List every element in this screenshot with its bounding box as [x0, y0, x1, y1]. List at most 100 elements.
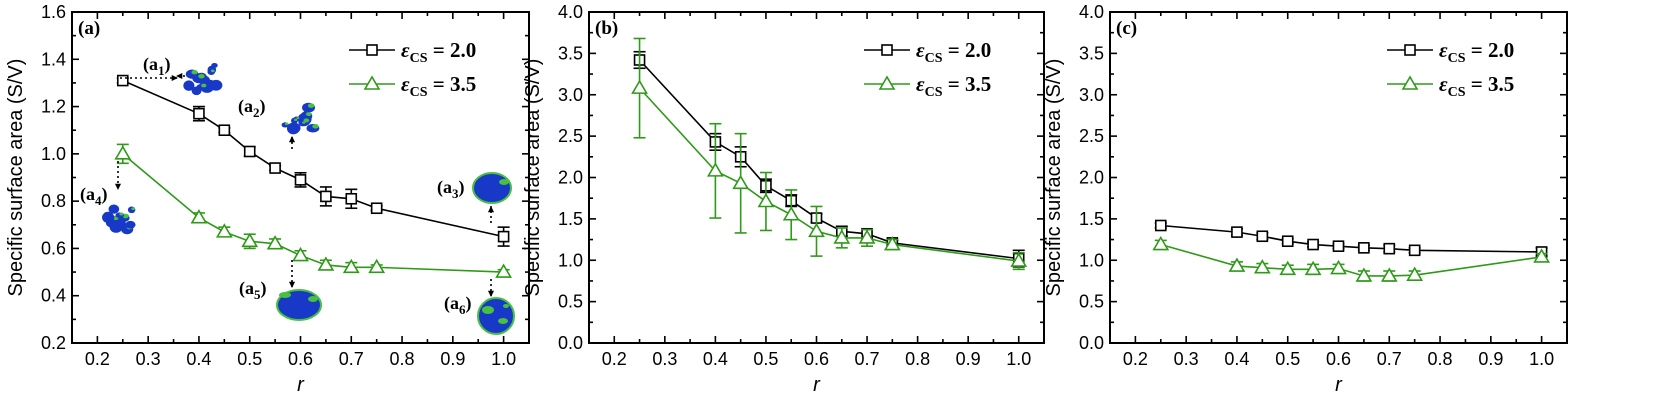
y-tick-label: 1.0	[41, 144, 66, 164]
data-point-square	[116, 74, 129, 87]
inset-label-close: )	[459, 177, 465, 198]
inset-label-sub: 1	[158, 63, 165, 78]
x-tick-label: 0.3	[136, 349, 161, 369]
panel-b: 0.2 0.3 0.4 0.5 0.6 0.7 0.8 0.9 1.0 0.0 0.5 1.0 1.5 2…	[522, 2, 1045, 396]
particle	[108, 204, 120, 214]
arrow-head	[114, 183, 122, 190]
series-line	[1160, 243, 1542, 277]
legend-epsilon: ε	[916, 38, 925, 62]
x-tick-label: 0.9	[1478, 349, 1503, 369]
data-point-square	[294, 174, 307, 186]
particle	[183, 80, 195, 91]
particle	[125, 220, 136, 229]
particle-cluster-image	[102, 204, 136, 235]
x-tick-label: 1.0	[1006, 349, 1031, 369]
inset-label-a6: (a6)	[444, 293, 472, 317]
data-point-triangle	[241, 232, 259, 248]
x-tick-label: 0.9	[956, 349, 981, 369]
y-tick-label: 3.5	[558, 43, 583, 63]
x-tick-label: 1.0	[491, 349, 516, 369]
particle-shell	[296, 116, 300, 120]
y-axis-title: Specific surface area (S/V)	[522, 59, 544, 297]
x-tick-label: 0.4	[1224, 349, 1249, 369]
y-tick-label: 1.2	[41, 97, 66, 117]
particle-shell	[201, 83, 207, 88]
data-point-triangle	[368, 258, 386, 274]
legend-marker-square	[1404, 44, 1416, 56]
legend-epsilon: ε	[1439, 72, 1448, 96]
y-tick-label: 2.5	[1079, 126, 1104, 146]
legend-value: = 3.5	[1466, 72, 1515, 96]
data-point-triangle	[215, 223, 233, 238]
y-tick-label: 1.5	[558, 209, 583, 229]
y-tick-label: 0.5	[558, 292, 583, 312]
x-tick-label: 0.2	[1123, 349, 1148, 369]
inset-label-sub: 2	[253, 105, 260, 120]
data-point-triangle	[495, 263, 513, 278]
series-line	[1160, 224, 1542, 253]
data-point-triangle	[808, 222, 825, 238]
data-point-triangle	[1279, 260, 1297, 276]
x-tick-label: 1.0	[1529, 349, 1554, 369]
inset-label-close: )	[165, 54, 171, 75]
data-point-square	[1332, 240, 1345, 252]
y-tick-label: 0.0	[558, 333, 583, 353]
series-line	[122, 79, 504, 238]
inset-label-a4: (a4)	[80, 184, 108, 208]
data-point-square	[1383, 242, 1396, 255]
x-axis-title: r	[1335, 374, 1343, 396]
legend-label: εCS = 2.0	[916, 38, 991, 66]
data-point-triangle	[1152, 235, 1170, 251]
panel-label: (a)	[78, 18, 100, 39]
panel-c: 0.2 0.3 0.4 0.5 0.6 0.7 0.8 0.9 1.0 0.0 0.5 1.0 1.5 2…	[1043, 2, 1568, 396]
data-point-triangle	[858, 229, 876, 244]
legend-epsilon: ε	[401, 38, 410, 62]
series-2	[1152, 235, 1551, 282]
data-point-square	[193, 107, 205, 120]
x-axis-title: r	[297, 374, 305, 396]
inset-label-sub: 6	[459, 302, 466, 317]
x-tick-label: 0.4	[186, 349, 211, 369]
y-tick-label: 0.0	[1079, 333, 1104, 353]
inset-label-sub: 4	[95, 193, 102, 208]
panel-label: (b)	[595, 18, 618, 39]
particle-shell	[119, 212, 124, 216]
particle-shell	[482, 306, 494, 314]
legend-subscript: CS	[1448, 85, 1466, 100]
legend-subscript: CS	[1448, 51, 1466, 66]
y-tick-label: 1.6	[41, 2, 66, 22]
particle-core	[472, 172, 512, 204]
particle-shell	[312, 124, 319, 129]
particle-shell	[122, 213, 129, 219]
y-tick-label: 1.0	[558, 250, 583, 270]
data-point-square	[1231, 226, 1243, 238]
inset-label-a5: (a5)	[239, 278, 267, 302]
data-point-triangle	[1406, 266, 1424, 281]
particle-core	[477, 297, 515, 335]
data-point-triangle	[732, 174, 750, 190]
inset-label-a3: (a3)	[437, 177, 465, 201]
particle-shell	[210, 69, 215, 73]
legend-value: = 3.5	[943, 72, 992, 96]
data-point-triangle	[342, 258, 360, 274]
x-tick-label: 0.8	[1428, 349, 1453, 369]
legend-marker-square	[366, 44, 378, 56]
arrow-head	[288, 281, 296, 288]
legend-marker-triangle	[1401, 75, 1419, 90]
inset-label-main: (a	[437, 177, 452, 198]
particle	[291, 117, 298, 124]
coalesced-particle-image	[472, 172, 512, 204]
legend-marker-triangle	[878, 75, 896, 90]
inset-label-a2: (a2)	[238, 96, 266, 120]
y-tick-label: 1.5	[1079, 209, 1104, 229]
particle	[211, 62, 218, 68]
data-point-square	[1408, 244, 1421, 257]
inset-label-close: )	[260, 96, 266, 117]
data-point-square	[1256, 230, 1269, 243]
legend-subscript: CS	[410, 85, 428, 100]
series-1	[116, 74, 510, 247]
inset-label-close: )	[102, 184, 108, 205]
legend-subscript: CS	[925, 51, 943, 66]
